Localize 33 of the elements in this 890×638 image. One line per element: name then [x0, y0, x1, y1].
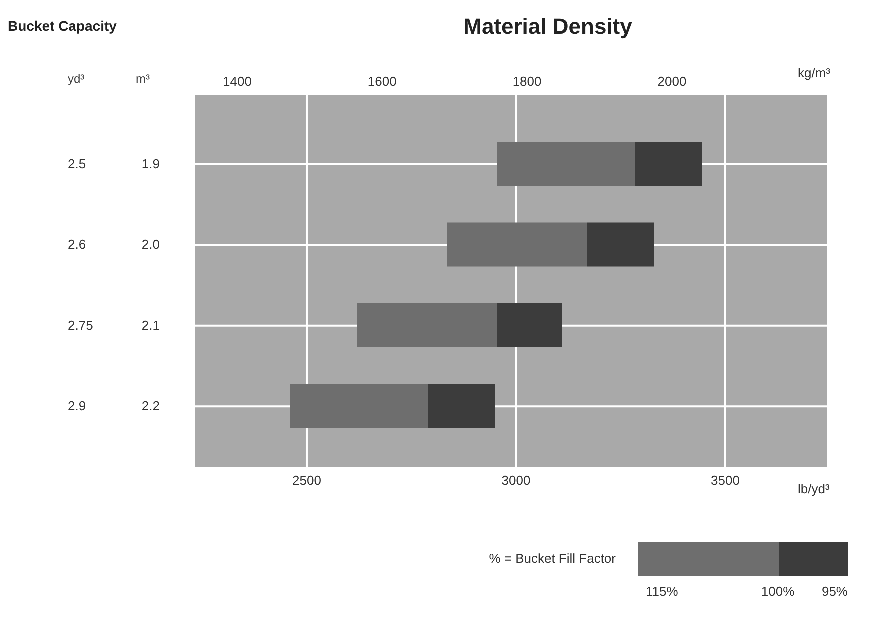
- bar: [447, 222, 588, 267]
- text: 100%: [761, 584, 795, 599]
- text: Bucket Capacity: [8, 18, 117, 34]
- bar: [497, 142, 636, 186]
- text: 115%: [646, 584, 678, 599]
- text: yd³: [68, 72, 85, 86]
- y-tick-label: 2.2: [142, 398, 160, 414]
- y2-tick-label: 2.75: [68, 318, 94, 333]
- x-tick-label: 3000: [502, 473, 531, 488]
- x-tick-label: 2500: [292, 473, 322, 488]
- bar: [587, 222, 654, 267]
- x2-tick-label: 1600: [368, 74, 397, 89]
- y-tick-label: 2.1: [142, 318, 160, 333]
- bar: [636, 142, 702, 186]
- bar: [497, 304, 562, 348]
- x2-tick-label: 2000: [658, 74, 687, 89]
- x2-tick-label: 1400: [223, 74, 252, 89]
- bar: [428, 384, 496, 428]
- y2-tick-label: 2.5: [68, 156, 86, 172]
- x-axis-title: lb/yd³: [798, 482, 830, 497]
- y-tick-label: 2.0: [142, 237, 160, 252]
- y-tick-label: 1.9: [142, 156, 160, 172]
- bar: [357, 304, 498, 348]
- x2-axis-title: kg/m³: [798, 66, 832, 81]
- y2-tick-label: 2.6: [68, 237, 86, 252]
- x-tick-label: 3500: [711, 473, 740, 488]
- chart-title: Material Density: [462, 14, 634, 40]
- text: m³: [136, 72, 150, 86]
- y2-tick-label: 2.9: [68, 398, 86, 414]
- text: 95%: [822, 584, 848, 599]
- x2-tick-label: 1800: [512, 74, 542, 89]
- bar: [290, 384, 428, 428]
- legend-title: % = Bucket Fill Factor: [489, 551, 616, 566]
